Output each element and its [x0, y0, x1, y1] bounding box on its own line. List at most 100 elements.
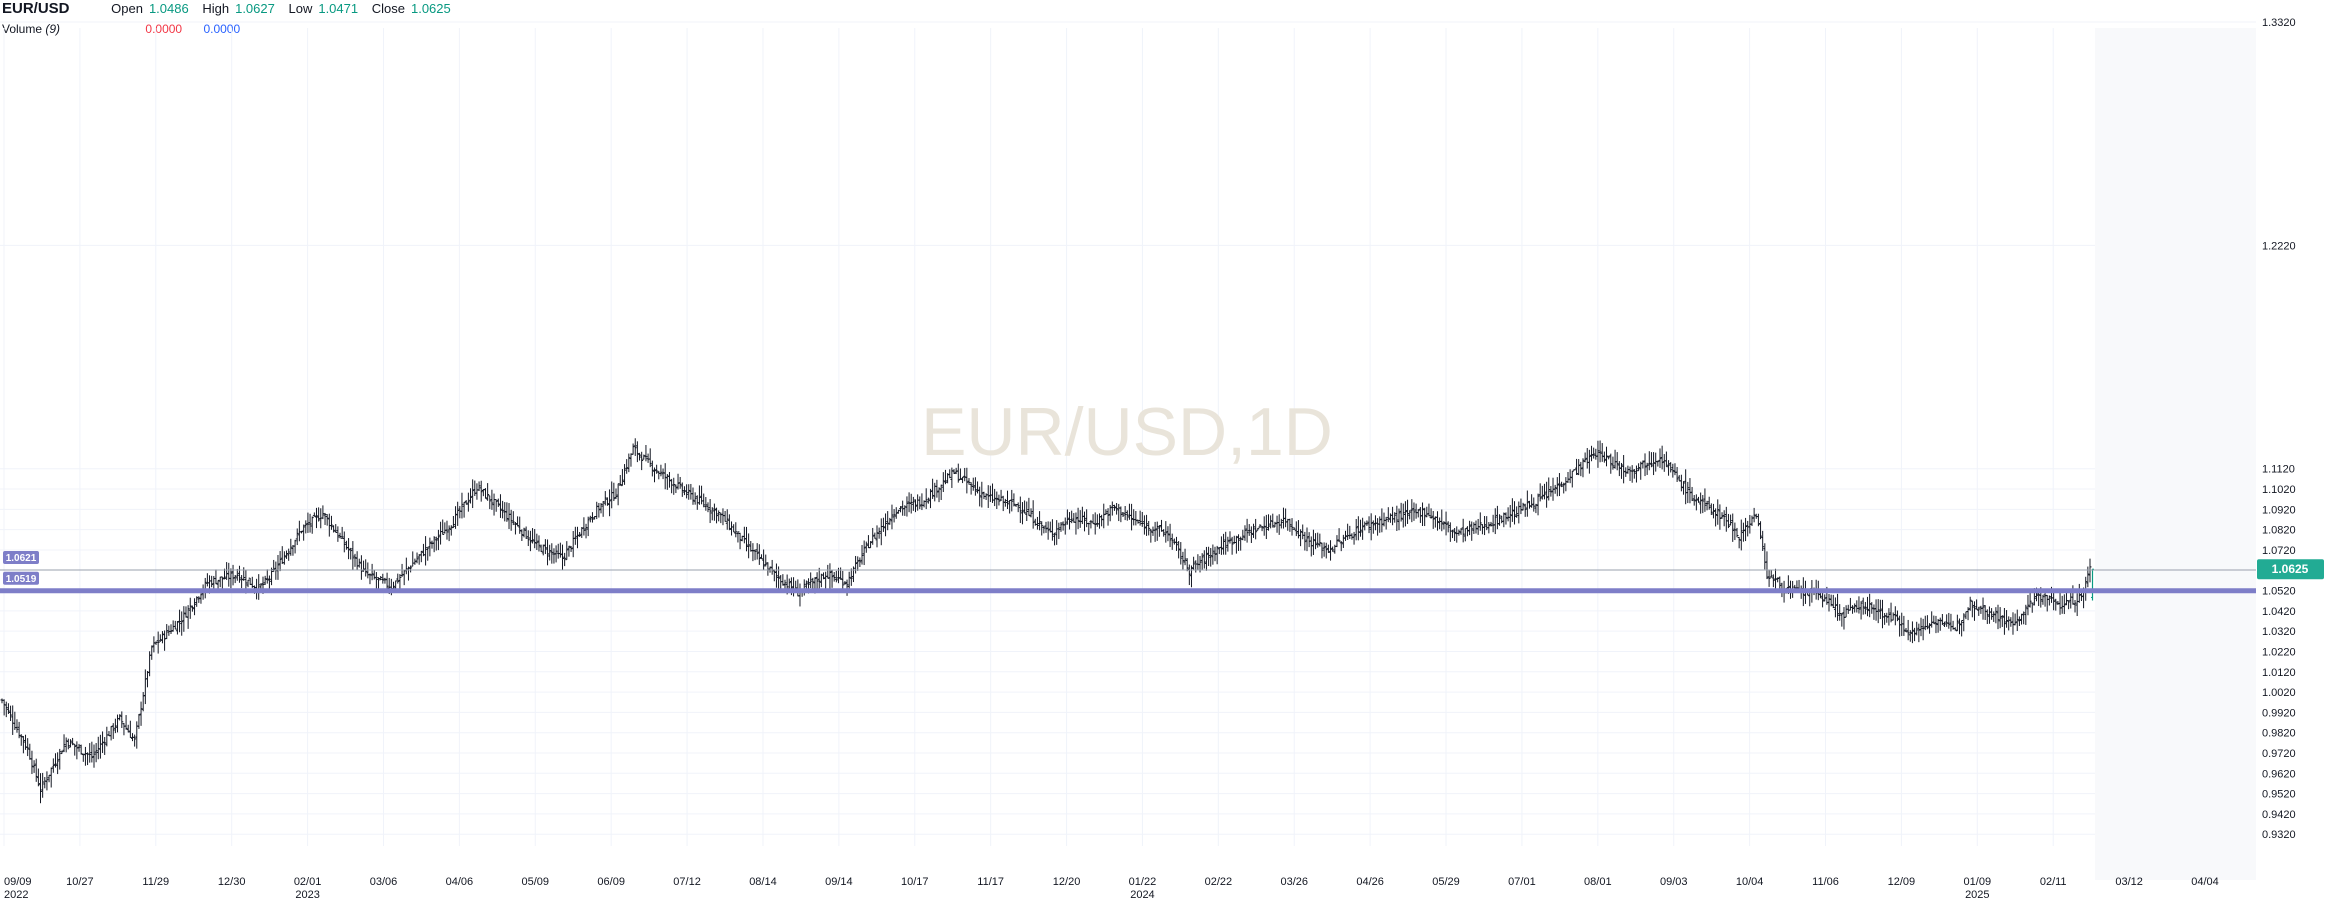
ohlc-bar — [605, 497, 609, 506]
ohlc-bar — [531, 528, 535, 544]
ohlc-bar — [1172, 538, 1176, 545]
ohlc-bar — [886, 511, 890, 531]
ohlc-bar — [933, 482, 937, 502]
ohlc-bar — [2009, 617, 2013, 627]
ohlc-bar — [513, 521, 517, 535]
ohlc-bar — [507, 503, 511, 530]
ohlc-bar — [661, 468, 665, 480]
ohlc-bar — [490, 489, 494, 510]
ohlc-bar — [1682, 481, 1686, 495]
ohlc-bar — [1861, 597, 1865, 615]
ohlc-bar — [896, 509, 900, 514]
ohlc-bar — [417, 554, 421, 565]
ohlc-bar — [1386, 507, 1390, 523]
ohlc-bar — [1632, 469, 1636, 479]
ohlc-bar — [561, 544, 565, 570]
ohlc-bar — [1134, 510, 1138, 526]
ohlc-bar — [1048, 521, 1052, 533]
ohlc-bar — [1714, 508, 1718, 527]
ohlc-bar — [21, 736, 25, 754]
ohlc-bar — [1530, 494, 1534, 508]
ohlc-bar — [471, 479, 475, 509]
ohlc-bar — [1985, 609, 1989, 625]
y-tick-label: 0.9320 — [2262, 829, 2296, 841]
ohlc-bar — [862, 540, 866, 566]
ohlc-bar — [563, 552, 567, 567]
ohlc-bar — [124, 715, 128, 730]
ohlc-bar — [1645, 462, 1649, 475]
ohlc-bar — [173, 620, 177, 630]
ohlc-bar — [34, 758, 38, 782]
ohlc-bar — [1895, 610, 1899, 622]
ohlc-bar — [588, 515, 592, 523]
ohlc-bar — [280, 546, 284, 564]
ohlc-bar — [1504, 512, 1508, 525]
ohlc-bar — [1765, 551, 1769, 580]
ohlc-bar — [428, 537, 432, 557]
ohlc-bar — [1023, 500, 1027, 514]
ohlc-bar — [1044, 521, 1048, 533]
ohlc-bar — [1102, 503, 1106, 529]
ohlc-bar — [1130, 503, 1134, 531]
ohlc-bar — [2045, 594, 2049, 612]
ohlc-bar — [1928, 623, 1932, 634]
ohlc-bar — [911, 496, 915, 511]
ohlc-bar — [1647, 451, 1651, 471]
ohlc-bar — [1617, 461, 1621, 477]
ohlc-bar — [1919, 617, 1923, 637]
ohlc-bar — [1932, 615, 1936, 625]
ohlc-bar — [1376, 518, 1380, 536]
ohlc-bar — [1838, 604, 1842, 621]
x-tick-label: 11/29 — [142, 876, 169, 888]
ohlc-bar — [486, 483, 490, 501]
ohlc-bar — [1853, 603, 1857, 613]
ohlc-bar — [364, 559, 368, 577]
ohlc-bar — [246, 579, 250, 588]
ohlc-bar — [278, 551, 282, 572]
x-tick-label: 02/11 — [2040, 876, 2067, 888]
symbol-label[interactable]: EUR/USD — [2, 0, 70, 17]
ohlc-bar — [1851, 605, 1855, 614]
ohlc-bar — [1474, 520, 1478, 534]
ohlc-bar — [1410, 499, 1414, 523]
ohlc-bar — [1735, 527, 1739, 538]
ohlc-bar — [1716, 499, 1720, 525]
ohlc-bar — [1309, 536, 1313, 557]
ohlc-bar — [411, 551, 415, 567]
ohlc-bar — [1414, 503, 1418, 519]
ohlc-bar — [522, 527, 526, 538]
ohlc-bar — [458, 506, 462, 519]
ohlc-bar — [1570, 470, 1574, 488]
ohlc-bar — [441, 519, 445, 535]
ohlc-bar — [1027, 497, 1031, 516]
ohlc-bar — [2077, 583, 2081, 603]
ohlc-bar — [351, 541, 355, 570]
ohlc-bar — [1138, 510, 1142, 526]
ohlc-bar — [439, 521, 443, 545]
y-tick-label: 1.1020 — [2262, 484, 2296, 496]
ohlc-bar — [276, 555, 280, 580]
ohlc-bar — [17, 721, 21, 739]
ohlc-bar — [909, 493, 913, 514]
ohlc-bar — [1183, 548, 1187, 566]
y-tick-label: 0.9820 — [2262, 728, 2296, 740]
ohlc-bar — [1596, 440, 1600, 468]
ohlc-bar — [1898, 615, 1902, 637]
ohlc-bar — [451, 515, 455, 529]
ohlc-bar — [1872, 604, 1876, 620]
ohlc-bar — [715, 507, 719, 524]
ohlc-bar — [1258, 524, 1262, 528]
ohlc-bar — [1720, 512, 1724, 519]
ohlc-bar — [1050, 519, 1054, 541]
ohlc-bar — [355, 551, 359, 571]
ohlc-bar — [723, 510, 727, 522]
ohlc-bar — [1778, 576, 1782, 590]
y-tick-label: 1.0120 — [2262, 667, 2296, 679]
volume-legend[interactable]: Volume (9) 0.0000 0.0000 — [2, 22, 240, 36]
ohlc-bar — [580, 526, 584, 538]
ohlc-bar — [381, 573, 385, 584]
ohlc-bar — [1831, 594, 1835, 609]
ohlc-bar — [105, 726, 109, 747]
ohlc-bar — [11, 705, 15, 735]
